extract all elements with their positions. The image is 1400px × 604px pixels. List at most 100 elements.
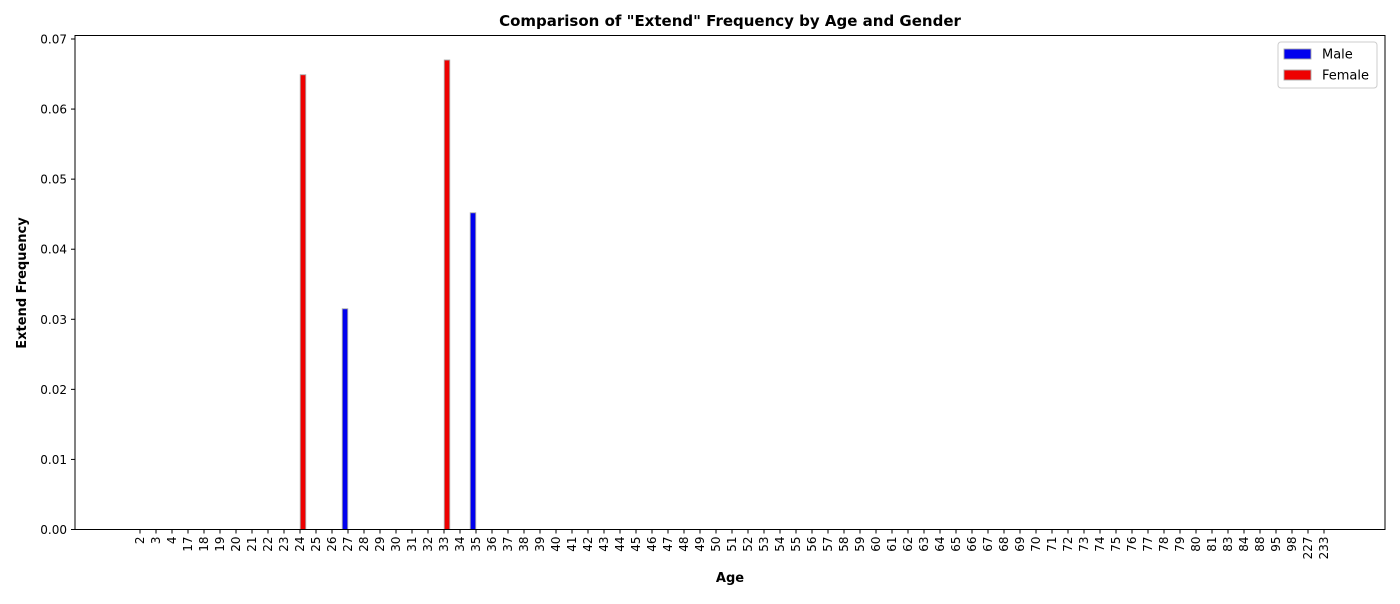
x-tick-label: 35 bbox=[469, 537, 483, 552]
x-tick-label: 98 bbox=[1285, 537, 1299, 552]
x-tick-label: 56 bbox=[805, 537, 819, 552]
x-tick-label: 25 bbox=[309, 537, 323, 552]
x-tick-label: 4 bbox=[165, 537, 179, 545]
x-tick-label: 51 bbox=[725, 537, 739, 552]
y-tick-label: 0.03 bbox=[40, 313, 67, 327]
x-tick-label: 46 bbox=[645, 537, 659, 552]
x-tick-label: 70 bbox=[1029, 537, 1043, 552]
x-tick-label: 20 bbox=[229, 537, 243, 552]
x-tick-label: 37 bbox=[501, 537, 515, 552]
x-ticks-layer: 2 3 4 17 18 19 20 21 22 23 24 25 26 27 28 29 30 31 32 33 34 3… bbox=[133, 529, 1331, 560]
x-tick-label: 27 bbox=[341, 537, 355, 552]
x-tick-label: 52 bbox=[741, 537, 755, 552]
x-tick-label: 30 bbox=[389, 537, 403, 552]
x-tick-label: 48 bbox=[677, 537, 691, 552]
chart-title: Comparison of "Extend" Frequency by Age … bbox=[499, 12, 961, 30]
x-tick-label: 26 bbox=[325, 537, 339, 552]
y-axis-label: Extend Frequency bbox=[15, 217, 30, 349]
x-tick-label: 33 bbox=[437, 537, 451, 552]
y-tick-label: 0.06 bbox=[40, 103, 67, 117]
x-tick-label: 23 bbox=[277, 537, 291, 552]
x-tick-label: 18 bbox=[197, 537, 211, 552]
x-tick-label: 88 bbox=[1253, 537, 1267, 552]
x-tick-label: 38 bbox=[517, 537, 531, 552]
legend: Male Female bbox=[1277, 41, 1378, 89]
legend-swatch-female bbox=[1283, 69, 1312, 81]
plot-frame bbox=[74, 35, 1386, 530]
x-tick-label: 68 bbox=[997, 537, 1011, 552]
x-tick-label: 49 bbox=[693, 537, 707, 552]
x-tick-label: 57 bbox=[821, 537, 835, 552]
x-tick-label: 95 bbox=[1269, 537, 1283, 552]
legend-label-female: Female bbox=[1322, 69, 1369, 84]
y-ticks-layer: 0.00 0.01 0.02 0.03 0.04 0.05 0.06 0.07 bbox=[40, 33, 75, 537]
x-tick-label: 44 bbox=[613, 537, 627, 552]
x-tick-label: 53 bbox=[757, 537, 771, 552]
bar-female-24 bbox=[299, 74, 307, 530]
y-tick-label: 0.00 bbox=[40, 523, 67, 537]
y-tick-label: 0.02 bbox=[40, 383, 67, 397]
x-axis-label: Age bbox=[716, 571, 744, 586]
x-tick-label: 59 bbox=[853, 537, 867, 552]
x-tick-label: 3 bbox=[149, 537, 163, 545]
x-tick-label: 28 bbox=[357, 537, 371, 552]
x-tick-label: 80 bbox=[1189, 537, 1203, 552]
x-tick-label: 45 bbox=[629, 537, 643, 552]
x-tick-label: 54 bbox=[773, 537, 787, 552]
x-tick-label: 67 bbox=[981, 537, 995, 552]
x-tick-label: 75 bbox=[1109, 537, 1123, 552]
x-tick-label: 47 bbox=[661, 537, 675, 552]
y-tick-label: 0.01 bbox=[40, 453, 67, 467]
x-tick-label: 55 bbox=[789, 537, 803, 552]
x-tick-label: 81 bbox=[1205, 537, 1219, 552]
x-tick-label: 66 bbox=[965, 537, 979, 552]
x-tick-label: 24 bbox=[293, 537, 307, 552]
x-tick-label: 21 bbox=[245, 537, 259, 552]
x-tick-label: 61 bbox=[885, 537, 899, 552]
x-tick-label: 36 bbox=[485, 537, 499, 552]
x-tick-label: 34 bbox=[453, 537, 467, 552]
x-tick-label: 84 bbox=[1237, 537, 1251, 552]
x-tick-label: 29 bbox=[373, 537, 387, 552]
bars-layer bbox=[299, 59, 477, 530]
x-tick-label: 74 bbox=[1093, 537, 1107, 552]
x-tick-label: 62 bbox=[901, 537, 915, 552]
x-tick-label: 233 bbox=[1317, 537, 1331, 560]
x-tick-label: 78 bbox=[1157, 537, 1171, 552]
x-tick-label: 2 bbox=[133, 537, 147, 545]
x-tick-label: 32 bbox=[421, 537, 435, 552]
bar-male-27 bbox=[341, 308, 349, 530]
x-tick-label: 77 bbox=[1141, 537, 1155, 552]
bar-female-33 bbox=[443, 59, 451, 530]
y-tick-label: 0.05 bbox=[40, 173, 67, 187]
x-tick-label: 64 bbox=[933, 537, 947, 552]
x-tick-label: 31 bbox=[405, 537, 419, 552]
x-tick-label: 71 bbox=[1045, 537, 1059, 552]
x-tick-label: 227 bbox=[1301, 537, 1315, 560]
x-tick-label: 17 bbox=[181, 537, 195, 552]
x-tick-label: 43 bbox=[597, 537, 611, 552]
x-tick-label: 63 bbox=[917, 537, 931, 552]
x-tick-label: 79 bbox=[1173, 537, 1187, 552]
x-tick-label: 22 bbox=[261, 537, 275, 552]
x-tick-label: 40 bbox=[549, 537, 563, 552]
y-tick-label: 0.04 bbox=[40, 243, 67, 257]
x-tick-label: 19 bbox=[213, 537, 227, 552]
legend-swatch-male bbox=[1283, 48, 1312, 60]
x-tick-label: 41 bbox=[565, 537, 579, 552]
x-tick-label: 69 bbox=[1013, 537, 1027, 552]
x-tick-label: 58 bbox=[837, 537, 851, 552]
y-tick-label: 0.07 bbox=[40, 33, 67, 47]
bar-male-35 bbox=[469, 212, 477, 530]
x-tick-label: 83 bbox=[1221, 537, 1235, 552]
x-tick-label: 42 bbox=[581, 537, 595, 552]
x-tick-label: 72 bbox=[1061, 537, 1075, 552]
x-tick-label: 50 bbox=[709, 537, 723, 552]
x-tick-label: 39 bbox=[533, 537, 547, 552]
x-tick-label: 60 bbox=[869, 537, 883, 552]
x-tick-label: 73 bbox=[1077, 537, 1091, 552]
x-tick-label: 65 bbox=[949, 537, 963, 552]
x-tick-label: 76 bbox=[1125, 537, 1139, 552]
